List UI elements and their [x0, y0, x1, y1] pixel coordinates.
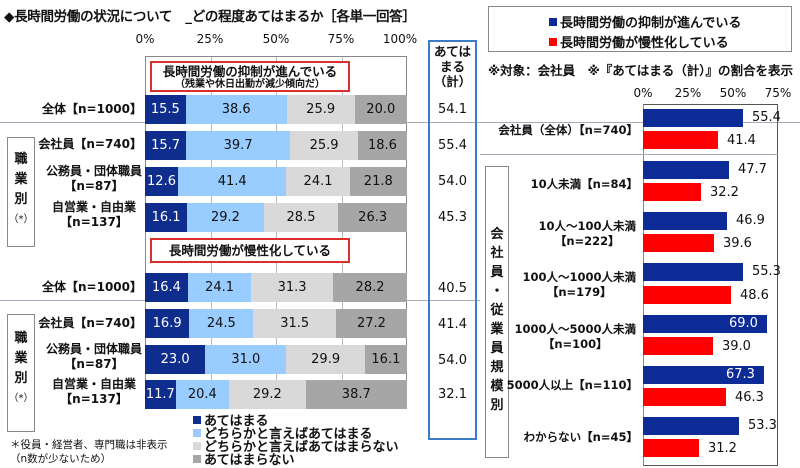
bar-chronic: [643, 286, 731, 304]
total-value: 54.0: [438, 174, 467, 189]
stacked-bar: 15.5 38.6 25.9 20.0: [145, 95, 407, 124]
x-tick: 75%: [327, 32, 355, 46]
row-label: 5000人以上【n=110】: [506, 378, 638, 392]
bar-chronic: [643, 183, 701, 201]
total-value: 32.1: [438, 387, 467, 402]
stacked-bar: 16.1 29.2 28.5 26.3: [145, 203, 407, 232]
row-label: 100人～1000人未満 【n=179】: [522, 270, 636, 299]
x-tick: 0%: [135, 32, 155, 46]
section-header-suppression: 長時間労働の抑制が進んでいる （残業や休日出勤が減少傾向だ）: [150, 61, 350, 92]
divider: [480, 154, 778, 155]
total-value: 40.5: [438, 281, 467, 296]
right-plot-area: [643, 104, 778, 466]
legend-item: あてはまらない: [193, 454, 294, 467]
x-tick: 75%: [764, 86, 792, 100]
row-label: 会社員（全体）【n=740】: [498, 123, 638, 137]
total-value: 55.4: [438, 138, 467, 153]
legend-item: あてはまる: [193, 415, 268, 428]
legend-item: どちらかと言えばあてはまらない: [193, 441, 398, 454]
bar-value: 55.4: [752, 110, 781, 125]
bar-suppression: [643, 315, 767, 333]
right-chart-note: ※対象：会社員 ※『あてはまる（計）』の割合を表示: [488, 63, 794, 78]
bar-chronic: [643, 337, 713, 355]
row-label: 公務員・団体職員 【n=87】: [45, 342, 142, 371]
bar-chronic: [643, 131, 718, 149]
x-tick: 100%: [382, 32, 418, 46]
footnote: ＊役員・経営者、専門職は非表示: [10, 439, 168, 451]
bar-value: 39.0: [722, 339, 751, 354]
x-tick: 50%: [719, 86, 747, 100]
bar-value: 32.2: [710, 185, 739, 200]
legend-swatch-icon: [193, 416, 201, 424]
bar-suppression: [643, 212, 727, 230]
bar-value: 67.3: [726, 367, 755, 382]
bar-value: 46.3: [735, 390, 764, 405]
legend-item: どちらかと言えばあてはまる: [193, 428, 372, 441]
bar-value: 53.3: [748, 418, 777, 433]
bar-value: 69.0: [729, 316, 758, 331]
row-label: 1000人～5000人未満 【n=100】: [514, 322, 636, 351]
row-label: 10人未満【n=84】: [530, 177, 638, 191]
bar-suppression: [643, 366, 764, 384]
legend-swatch-icon: [193, 442, 201, 450]
stacked-bar: 23.0 31.0 29.9 16.1: [145, 345, 407, 374]
legend-swatch-icon: [549, 38, 557, 46]
bar-chronic: [643, 439, 699, 457]
legend-item: 長時間労働が慢性化している: [549, 32, 729, 51]
legend-swatch-icon: [193, 429, 201, 437]
bar-value: 39.6: [723, 236, 752, 251]
row-label: 会社員【n=740】: [38, 316, 142, 330]
legend-swatch-icon: [549, 18, 557, 26]
stacked-bar: 12.6 41.4 24.1 21.8: [145, 167, 407, 196]
row-label: 公務員・団体職員 【n=87】: [45, 164, 142, 193]
section-header-chronic: 長時間労働が慢性化している: [150, 238, 350, 263]
bar-chronic: [643, 234, 714, 252]
stacked-bar: 16.9 24.5 31.5 27.2: [145, 309, 407, 338]
x-tick: 25%: [674, 86, 702, 100]
total-value: 54.1: [438, 102, 467, 117]
row-label: 自営業・自由業 【n=137】: [51, 377, 136, 406]
row-label: わからない【n=45】: [523, 430, 638, 444]
bar-value: 46.9: [736, 213, 765, 228]
bar-suppression: [643, 263, 743, 281]
total-value: 45.3: [438, 210, 467, 225]
bar-value: 31.2: [708, 441, 737, 456]
legend-swatch-icon: [193, 455, 201, 463]
bar-value: 41.4: [727, 133, 756, 148]
bar-suppression: [643, 417, 739, 435]
bar-value: 48.6: [740, 288, 769, 303]
chart-title: ◆長時間労働の状況について _どの程度あてはまるか［各単一回答］: [4, 9, 416, 25]
row-label: 全体【n=1000】: [42, 102, 142, 116]
bar-suppression: [643, 161, 729, 179]
group-label-occupation: 職業別（*）: [7, 314, 35, 432]
x-tick: 25%: [196, 32, 224, 46]
section-title: 長時間労働が慢性化している: [168, 243, 332, 258]
x-tick: 0%: [633, 86, 653, 100]
bar-chronic: [643, 388, 726, 406]
totals-column: [428, 40, 477, 440]
totals-header: あては まる （計）: [433, 44, 472, 89]
legend-item: 長時間労働の抑制が進んでいる: [549, 12, 741, 31]
row-label: 自営業・自由業 【n=137】: [51, 200, 136, 229]
section-subtitle: （残業や休日出勤が減少傾向だ）: [175, 79, 325, 90]
footnote: （n数が少ないため）: [10, 453, 112, 465]
stacked-bar: 11.7 20.4 29.2 38.7: [145, 380, 407, 409]
total-value: 54.0: [438, 353, 467, 368]
row-label: 全体【n=1000】: [42, 280, 142, 294]
group-label-company-size: 会社員・従業員規模別: [485, 166, 509, 458]
bar-value: 47.7: [738, 162, 767, 177]
stacked-bar: 16.4 24.1 31.3 28.2: [145, 273, 407, 302]
group-label-occupation: 職業別（*）: [7, 137, 35, 247]
bar-suppression: [643, 109, 743, 127]
section-title: 長時間労働の抑制が進んでいる: [162, 64, 338, 79]
x-tick: 50%: [262, 32, 290, 46]
row-label: 10人～100人未満 【n=222】: [538, 219, 636, 248]
row-label: 会社員【n=740】: [38, 137, 142, 151]
bar-value: 55.3: [752, 264, 781, 279]
total-value: 41.4: [438, 317, 467, 332]
right-legend: 長時間労働の抑制が進んでいる 長時間労働が慢性化している: [488, 6, 792, 52]
stacked-bar: 15.7 39.7 25.9 18.6: [145, 131, 407, 160]
